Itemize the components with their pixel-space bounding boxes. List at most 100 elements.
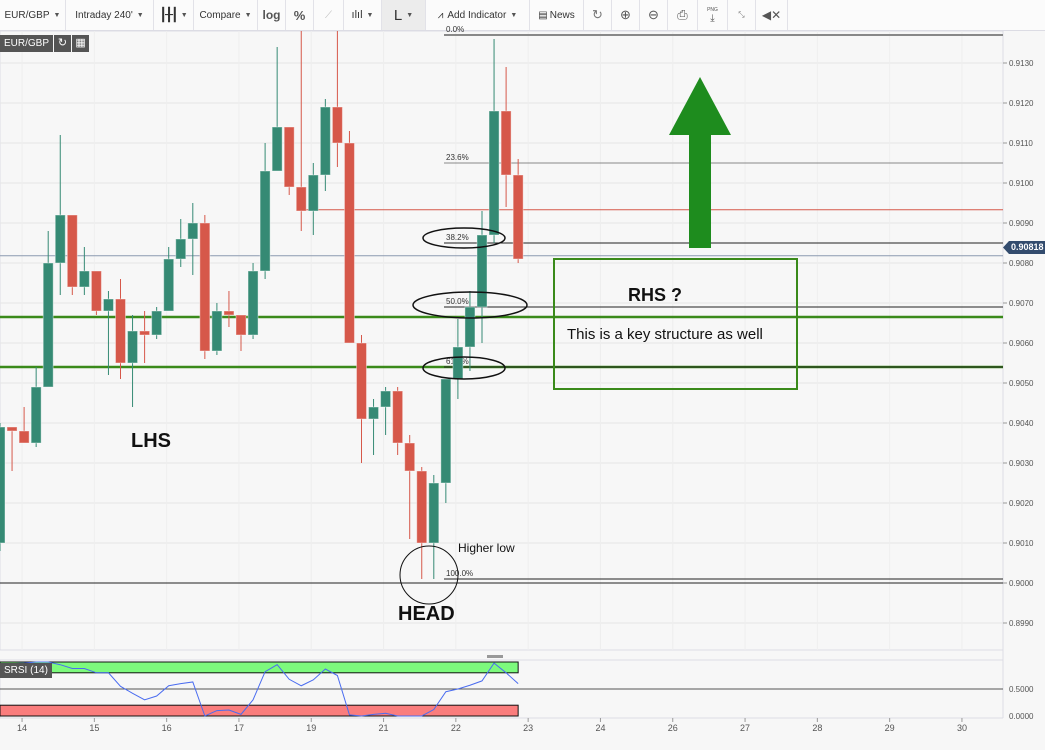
candle-down [331, 106, 343, 144]
symbol-label: EUR/GBP [4, 9, 50, 21]
annotation-ellipse [422, 356, 506, 380]
x-tick-label: 19 [306, 723, 316, 733]
drawing-icon[interactable]: ⟋ [314, 0, 344, 30]
download-icon: ⤓ [710, 12, 715, 24]
higher-low-label: Higher low [458, 541, 515, 555]
compare-label: Compare [199, 9, 241, 21]
log-button[interactable]: log [258, 0, 286, 30]
percent-button[interactable]: % [286, 0, 314, 30]
line-tool-dropdown[interactable]: L ▼ [382, 0, 426, 30]
x-tick-label: 30 [957, 723, 967, 733]
bars-icon: ılıl [351, 9, 363, 21]
x-tick-label: 21 [379, 723, 389, 733]
y-tick-label: 0.9050 [1009, 379, 1034, 388]
fib-level-label: 0.0% [446, 25, 464, 34]
candle-down [139, 330, 151, 336]
fib-level-label: 38.2% [446, 233, 469, 242]
line-tool-label: L [393, 6, 403, 24]
printer-icon: ⎙ [677, 7, 688, 22]
print-button[interactable]: ⎙ [668, 0, 698, 30]
candle-down [404, 442, 416, 472]
rhs-label: RHS ? [628, 285, 682, 305]
chart-type-dropdown[interactable]: ┃╂┃ ▼ [154, 0, 194, 30]
refresh-icon[interactable]: ↻ [54, 35, 72, 52]
zoom-in-button[interactable]: ⊕ [612, 0, 640, 30]
chart-legend: EUR/GBP ↻ ▦ [0, 35, 90, 52]
y-tick-label: 0.9120 [1009, 99, 1034, 108]
zoom-in-icon: ⊕ [620, 7, 631, 22]
candle-down [416, 470, 428, 544]
y-tick-label: 0.8990 [1009, 619, 1034, 628]
candle-down [199, 222, 211, 352]
chevron-down-icon: ▼ [136, 11, 144, 19]
news-button[interactable]: ▤ News [530, 0, 584, 30]
chevron-down-icon: ▼ [510, 11, 518, 19]
rsi-tick-label: 0.5000 [1009, 685, 1034, 694]
volume-dropdown[interactable]: ılıl ▼ [344, 0, 382, 30]
candle-up [30, 386, 42, 444]
y-tick-label: 0.9030 [1009, 459, 1034, 468]
add-indicator-dropdown[interactable]: ⩘ Add Indicator ▼ [426, 0, 530, 30]
x-tick-label: 15 [89, 723, 99, 733]
annotation-circle [399, 545, 459, 605]
legend-symbol: EUR/GBP [0, 35, 54, 52]
refresh-button[interactable]: ↻ [584, 0, 612, 30]
x-tick-label: 16 [162, 723, 172, 733]
candle-up [187, 222, 199, 240]
interval-dropdown[interactable]: Intraday 240' ▼ [66, 0, 154, 30]
candle-up [368, 406, 380, 420]
x-tick-label: 14 [17, 723, 27, 733]
y-tick-label: 0.9010 [1009, 539, 1034, 548]
indicator-icon: ⩘ [437, 9, 444, 21]
mute-button[interactable]: ◀✕ [756, 0, 788, 30]
pane-resize-handle[interactable] [487, 655, 503, 658]
y-tick-label: 0.9110 [1009, 139, 1033, 148]
candle-up [319, 106, 331, 176]
y-tick-label: 0.9000 [1009, 579, 1034, 588]
y-tick-label: 0.9070 [1009, 299, 1034, 308]
candle-up [102, 298, 114, 312]
symbol-dropdown[interactable]: EUR/GBP ▼ [0, 0, 66, 30]
png-label: PNG [707, 6, 718, 13]
mute-icon: ◀✕ [761, 8, 782, 22]
y-tick-label: 0.9130 [1009, 59, 1034, 68]
toolbar: EUR/GBP ▼ Intraday 240' ▼ ┃╂┃ ▼ Compare ▼ lo… [0, 0, 1045, 31]
candle-up [211, 310, 223, 352]
zoom-out-button[interactable]: ⊖ [640, 0, 668, 30]
x-tick-label: 24 [595, 723, 605, 733]
candle-down [90, 270, 102, 312]
candle-down [115, 298, 126, 364]
candle-down [500, 110, 512, 176]
y-tick-label: 0.9040 [1009, 419, 1034, 428]
rsi-overbought-band [0, 661, 519, 674]
lhs-label: LHS [131, 430, 171, 452]
x-tick-label: 27 [740, 723, 750, 733]
fib-level-label: 50.0% [446, 297, 469, 306]
candle-up [247, 270, 259, 336]
annotation-box [553, 258, 798, 390]
fullscreen-icon: ⤡ [738, 10, 745, 19]
candle-up [307, 174, 319, 212]
y-tick-label: 0.9100 [1009, 179, 1034, 188]
candle-up [127, 330, 139, 364]
interval-label: Intraday 240' [75, 9, 133, 21]
annotation-ellipse [422, 227, 506, 249]
settings-icon[interactable]: ▦ [72, 35, 90, 52]
chevron-down-icon: ▼ [366, 11, 374, 19]
y-tick-label: 0.9060 [1009, 339, 1034, 348]
rsi-line [0, 661, 519, 717]
candle-down [66, 214, 78, 288]
arrow-shaft [689, 133, 711, 248]
candle-down [356, 342, 367, 420]
candle-up [54, 214, 66, 264]
fullscreen-button[interactable]: ⤡ [728, 0, 756, 30]
candle-up [380, 390, 392, 408]
candle-up [151, 310, 163, 336]
rsi-tick-label: 0.0000 [1009, 712, 1034, 721]
last-price-tag: 0.90818 [1003, 241, 1045, 254]
candle-up [464, 306, 476, 348]
download-png-button[interactable]: PNG ⤓ [698, 0, 728, 30]
compare-dropdown[interactable]: Compare ▼ [194, 0, 258, 30]
x-tick-label: 22 [451, 723, 461, 733]
